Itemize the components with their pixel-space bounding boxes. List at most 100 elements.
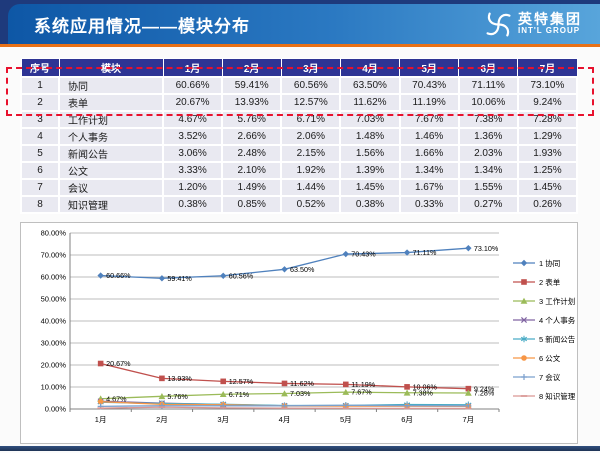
table-row: 8 知识管理 0.38% 0.85% 0.52% 0.38% 0.33% 0.27% 0.26%: [20, 195, 579, 214]
value-cell: 9.24%: [516, 93, 579, 112]
marker-diamond: [520, 259, 528, 267]
value-cell: 1.44%: [280, 178, 342, 197]
legend-label: 4 个人事务: [539, 315, 576, 325]
module-cell: 会议: [58, 178, 164, 197]
module-cell: 协同: [58, 76, 164, 95]
value-cell: 7.38%: [457, 110, 519, 129]
module-cell: 知识管理: [58, 195, 164, 214]
value-cell: 1.56%: [339, 144, 401, 163]
value-cell: 1.55%: [457, 178, 519, 197]
module-cell: 工作计划: [58, 110, 164, 129]
value-cell: 11.62%: [339, 93, 401, 112]
chart-data-label: 12.57%: [229, 377, 254, 386]
value-cell: 3.06%: [161, 144, 224, 163]
y-axis-label: 50.00%: [41, 295, 67, 304]
legend-label: 6 公文: [539, 353, 561, 363]
marker-diamond: [281, 266, 288, 273]
table-row: 7 会议 1.20% 1.49% 1.44% 1.45% 1.67% 1.55% 1.45%: [20, 178, 579, 197]
value-cell: 1.48%: [339, 127, 401, 146]
x-axis-label: 3月: [217, 415, 229, 424]
row-number-cell: 8: [20, 195, 60, 214]
column-header: 3月: [280, 58, 341, 78]
table-row: 4 个人事务 3.52% 2.66% 2.06% 1.48% 1.46% 1.36% 1.29%: [20, 127, 579, 146]
chart-data-label: 7.03%: [290, 389, 311, 398]
marker-x: [520, 316, 528, 324]
marker-triangle: [158, 393, 166, 400]
y-axis-label: 20.00%: [41, 361, 67, 370]
marker-asterisk: [520, 335, 528, 343]
value-cell: 70.43%: [398, 76, 460, 95]
value-cell: 1.36%: [457, 127, 519, 146]
value-cell: 20.67%: [161, 93, 224, 112]
chart-data-label: 71.11%: [413, 248, 437, 257]
column-header: 序号: [20, 58, 60, 78]
marker-triangle: [403, 389, 411, 396]
marker-triangle: [520, 297, 528, 304]
value-cell: 2.03%: [457, 144, 519, 163]
value-cell: 2.66%: [221, 127, 283, 146]
row-number-cell: 4: [20, 127, 60, 146]
chart-data-label: 60.56%: [229, 271, 254, 280]
value-cell: 1.34%: [457, 161, 519, 180]
column-header: 6月: [458, 58, 519, 78]
logo-text: 英特集团 INT'L GROUP: [518, 12, 582, 35]
legend-label: 5 新闻公告: [539, 334, 576, 344]
value-cell: 1.25%: [516, 161, 579, 180]
value-cell: 10.06%: [457, 93, 519, 112]
value-cell: 0.27%: [457, 195, 519, 214]
marker-square: [342, 381, 349, 388]
value-cell: 0.38%: [161, 195, 224, 214]
value-cell: 2.48%: [221, 144, 283, 163]
title-banner: 系统应用情况——模块分布 英特集团 INT'L GROUP: [0, 0, 600, 44]
logo-name-cn: 英特集团: [518, 11, 582, 28]
value-cell: 0.85%: [221, 195, 283, 214]
legend-label: 8 知识管理: [539, 391, 576, 401]
value-cell: 0.26%: [516, 195, 579, 214]
chart-data-label: 6.71%: [229, 390, 250, 399]
value-cell: 0.38%: [339, 195, 401, 214]
marker-plus: [521, 374, 527, 380]
company-logo: 英特集团 INT'L GROUP: [485, 11, 600, 38]
x-axis-label: 5月: [340, 415, 352, 424]
chart-data-label: 60.66%: [106, 271, 131, 280]
legend-label: 1 协同: [539, 258, 560, 268]
module-usage-table-wrap: 序号 模块 1月 2月 3月 4月 5月 6月 7月 1 协同 60.66% 59.41% 60.56%…: [20, 58, 579, 214]
chart-data-label: 11.19%: [351, 380, 375, 389]
y-axis-label: 70.00%: [41, 251, 67, 260]
value-cell: 71.11%: [457, 76, 519, 95]
value-cell: 1.34%: [398, 161, 460, 180]
legend-label: 7 会议: [539, 372, 561, 382]
value-cell: 63.50%: [339, 76, 401, 95]
legend-label: 2 表单: [539, 277, 561, 287]
module-trend-line-chart: 0.00% 10.00% 20.00% 30.00% 40.00% 50.00% 60.00…: [41, 229, 576, 424]
module-cell: 新闻公告: [58, 144, 164, 163]
row-number-cell: 3: [20, 110, 60, 129]
value-cell: 1.93%: [516, 144, 579, 163]
value-cell: 73.10%: [516, 76, 579, 95]
table-header-row: 序号 模块 1月 2月 3月 4月 5月 6月 7月: [20, 58, 578, 78]
value-cell: 2.10%: [221, 161, 283, 180]
value-cell: 1.39%: [339, 161, 401, 180]
module-cell: 表单: [58, 93, 164, 112]
chart-data-label: 9.24%: [474, 384, 495, 393]
chart-data-label: 73.10%: [474, 244, 499, 253]
line-chart-container: 0.00% 10.00% 20.00% 30.00% 40.00% 50.00% 60.00…: [20, 222, 578, 444]
y-axis-label: 60.00%: [41, 273, 67, 282]
row-number-cell: 5: [20, 144, 60, 163]
marker-diamond: [97, 272, 104, 279]
marker-square: [159, 375, 165, 382]
value-cell: 1.92%: [280, 161, 342, 180]
y-axis-label: 80.00%: [41, 229, 67, 238]
value-cell: 7.28%: [516, 110, 579, 129]
chart-data-label: 7.28%: [474, 389, 495, 398]
row-number-cell: 1: [20, 76, 60, 95]
value-cell: 3.52%: [161, 127, 224, 146]
value-cell: 6.71%: [280, 110, 342, 129]
title-banner-inner: 系统应用情况——模块分布 英特集团 INT'L GROUP: [8, 4, 600, 44]
x-axis-label: 4月: [279, 415, 291, 424]
value-cell: 7.03%: [339, 110, 401, 129]
column-header: 2月: [221, 58, 282, 78]
value-cell: 5.76%: [221, 110, 283, 129]
chart-data-label: 70.43%: [351, 250, 376, 259]
marker-square: [220, 378, 227, 385]
